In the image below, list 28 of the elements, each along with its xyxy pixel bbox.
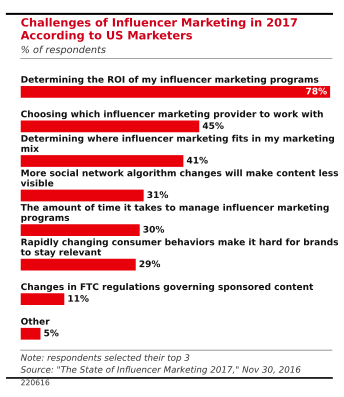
y-tick-label: Rapidly changing consumer behaviors make it hard for brands to stay relevant [20, 238, 338, 258]
data-label: 45% [202, 122, 224, 130]
bar [20, 293, 64, 306]
y-tick-label: Other [21, 318, 50, 325]
bar [20, 224, 140, 236]
data-label: 31% [147, 191, 168, 198]
y-tick-label: Determining the ROI of my influencer marketing programs [21, 76, 318, 85]
y-tick-label: Choosing which influencer marketing provider to work with [21, 110, 323, 120]
source-note: Source: "The State of Influencer Marketing 2017," Nov 30, 2016 [20, 366, 301, 374]
y-tick-label: Determining where influencer marketing fits in my marketing mix [21, 134, 334, 152]
bar [20, 155, 184, 167]
text: Note: respondents selected their top 3 [20, 354, 190, 363]
bar [20, 120, 200, 132]
data-label: 5% [44, 330, 59, 336]
data-label: 30% [143, 226, 164, 233]
bar [20, 86, 330, 98]
y-tick-label: The amount of time it takes to manage influencer marketing programs [20, 204, 329, 223]
bar [20, 328, 40, 340]
chart-title: Challenges of Influencer Marketing in 2017 According to US Marketers [20, 18, 297, 42]
data-label: 29% [140, 260, 160, 268]
bar [20, 190, 144, 202]
y-tick-label: Changes in FTC regulations governing sponsored content [21, 283, 314, 292]
data-label: 11% [68, 294, 89, 302]
data-label: 41% [186, 156, 208, 164]
data-label: 78% [306, 88, 327, 94]
chart-subtitle: % of respondents [22, 46, 106, 56]
bar [20, 258, 136, 270]
y-tick-label: More social network algorithm changes will make content less visible [20, 169, 338, 187]
